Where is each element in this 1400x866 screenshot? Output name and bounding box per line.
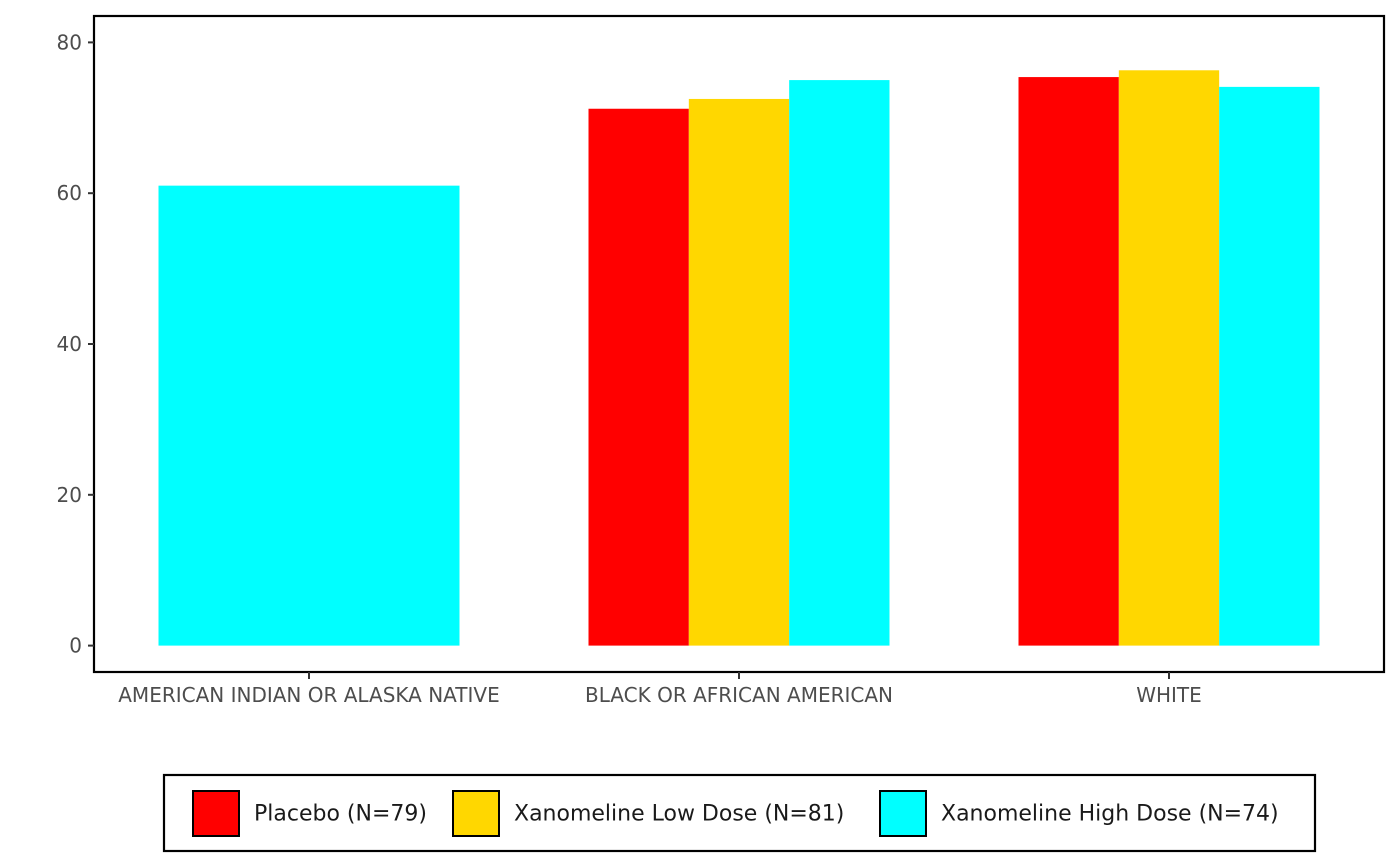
legend-items: Placebo (N=79) Xanomeline Low Dose (N=81)… (192, 790, 1279, 837)
y-tick-label: 60 (57, 181, 82, 205)
x-axis: AMERICAN INDIAN OR ALASKA NATIVE BLACK OR… (118, 672, 1202, 707)
legend-key (192, 790, 240, 837)
y-tick-label: 80 (57, 30, 82, 54)
bar-placebo-2 (1018, 77, 1119, 646)
legend-label: Xanomeline Low Dose (N=81) (514, 802, 844, 827)
y-tick-label: 20 (57, 483, 82, 507)
bar-placebo-1 (588, 108, 689, 646)
bar-low-dose-2 (1118, 70, 1220, 646)
legend-box (162, 773, 1317, 853)
bars-layer (158, 70, 1320, 646)
legend-label: Xanomeline High Dose (N=74) (941, 802, 1279, 827)
bar-high-dose-1 (789, 80, 890, 646)
legend-label: Placebo (N=79) (254, 802, 427, 827)
x-tick-label: AMERICAN INDIAN OR ALASKA NATIVE (118, 683, 499, 707)
bar-high-dose-0 (158, 185, 460, 646)
y-axis: 0 20 40 60 80 (57, 30, 94, 658)
bar-high-dose-2 (1219, 86, 1320, 646)
legend-key (879, 790, 927, 837)
legend-key (452, 790, 500, 837)
x-tick-label: BLACK OR AFRICAN AMERICAN (585, 683, 893, 707)
legend: Placebo (N=79) Xanomeline Low Dose (N=81)… (162, 773, 1317, 853)
y-tick-label: 40 (57, 332, 82, 356)
y-tick-label: 0 (69, 634, 82, 658)
x-tick-label: WHITE (1136, 683, 1202, 707)
bar-low-dose-1 (688, 98, 790, 646)
